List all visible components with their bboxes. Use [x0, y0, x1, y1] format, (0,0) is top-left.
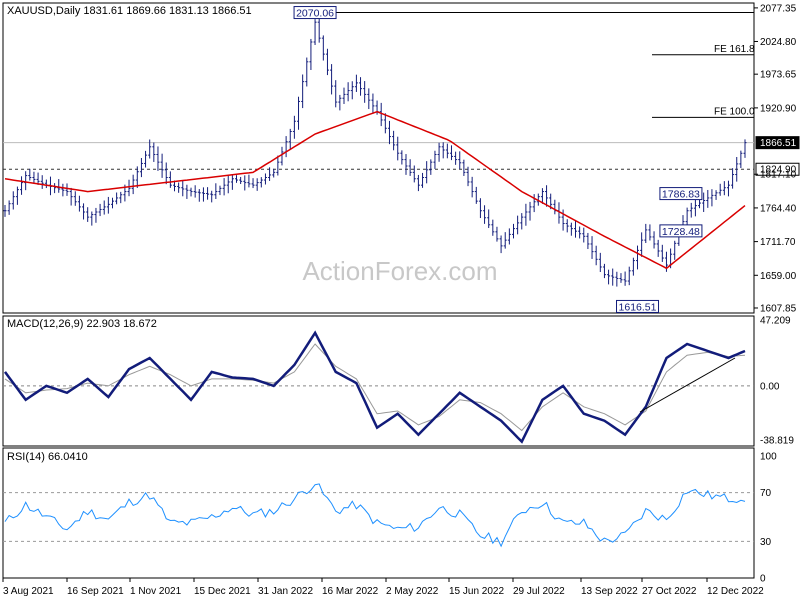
date-axis: 3 Aug 2021 16 Sep 2021 1 Nov 2021 15 Dec 20…	[2, 578, 764, 597]
rsi-panel-frame	[2, 447, 755, 579]
macd-panel-frame	[2, 315, 755, 447]
rsi-axis: 100 70 30 0	[3, 452, 777, 585]
price-tick-label: 1920.90	[760, 103, 797, 114]
rsi-line	[4, 483, 746, 548]
date-tick-label: 16 Sep 2021	[67, 586, 124, 597]
rsi-panel: 100 70 30 0 RSI(14) 66.0410	[2, 447, 777, 585]
price-panel: ActionForex.com 2077.35 2024.80 1973.65 192…	[2, 2, 800, 314]
price-annotations: 2070.06 1786.83 1728.48 1616.51	[293, 6, 703, 313]
rsi-tick-label: 0	[760, 574, 766, 585]
price-tick-label: 1866.51	[760, 138, 797, 149]
date-tick-label: 16 Mar 2022	[322, 586, 379, 597]
price-axis: 2077.35 2024.80 1973.65 1920.90 1866.51 1824.…	[754, 3, 800, 314]
annotation-box	[616, 299, 660, 313]
watermark: ActionForex.com	[302, 256, 497, 286]
macd-panel: 47.209 0.00 -38.819 MACD(12,26,9) 22.903 1…	[2, 315, 794, 447]
date-tick-label: 29 Jul 2022	[513, 586, 565, 597]
annotation-label: 2070.06	[296, 8, 334, 20]
price-tick-label: 1607.85	[760, 303, 797, 314]
price-tick-label: 2077.35	[760, 3, 797, 14]
macd-signal-line	[4, 343, 746, 432]
macd-tick-label: 47.209	[760, 316, 791, 327]
price-marker-box	[755, 162, 800, 176]
date-tick-label: 3 Aug 2021	[3, 586, 54, 597]
price-bars	[3, 18, 747, 287]
annotation-box	[293, 6, 337, 20]
rsi-tick-label: 30	[760, 537, 772, 548]
fe-level-label: FE 100.0	[714, 106, 755, 117]
annotation-box	[659, 224, 703, 238]
date-tick-label: 27 Oct 2022	[642, 586, 697, 597]
price-marker-box	[755, 136, 800, 150]
annotation-box	[659, 187, 703, 201]
rsi-tick-label: 70	[760, 488, 772, 499]
moving-average-line	[4, 110, 746, 270]
price-tick-label: 1817.10	[760, 170, 797, 181]
annotation-label: 1786.83	[662, 189, 700, 201]
macd-trend-line	[639, 357, 736, 413]
date-tick-label: 31 Jan 2022	[258, 586, 313, 597]
date-tick-label: 12 Dec 2022	[707, 586, 764, 597]
annotation-label: 1616.51	[619, 301, 657, 313]
price-tick-label: 2024.80	[760, 37, 797, 48]
macd-line	[3, 330, 746, 444]
symbol-header: XAUUSD,Daily 1831.61 1869.66 1831.13 186…	[7, 5, 252, 17]
rsi-header: RSI(14) 66.0410	[7, 451, 88, 463]
date-tick-label: 15 Dec 2021	[194, 586, 251, 597]
fibonacci-levels: FE 161.8 FE 100.0	[3, 12, 755, 170]
macd-tick-label: -38.819	[760, 436, 794, 447]
price-tick-label: 1764.40	[760, 203, 797, 214]
macd-axis: 47.209 0.00 -38.819	[760, 316, 794, 447]
date-tick-label: 2 May 2022	[386, 586, 439, 597]
date-tick-label: 1 Nov 2021	[130, 586, 182, 597]
date-tick-label: 13 Sep 2022	[581, 586, 638, 597]
price-tick-label: 1659.00	[760, 271, 797, 282]
annotation-label: 1728.48	[662, 226, 700, 238]
price-panel-frame	[2, 2, 755, 314]
price-tick-label: 1711.70	[760, 237, 796, 248]
rsi-tick-label: 100	[760, 452, 777, 463]
fe-level-label: FE 161.8	[714, 44, 755, 55]
macd-tick-label: 0.00	[760, 381, 780, 392]
price-tick-label: 1973.65	[760, 70, 797, 81]
macd-header: MACD(12,26,9) 22.903 18.672	[7, 318, 157, 330]
date-tick-label: 15 Jun 2022	[449, 586, 504, 597]
price-tick-label: 1824.90	[760, 165, 797, 176]
